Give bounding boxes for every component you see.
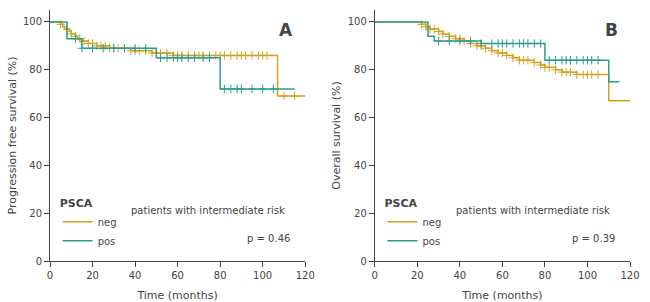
svg-text:neg: neg xyxy=(98,217,117,228)
svg-text:60: 60 xyxy=(354,112,367,123)
svg-text:PSCA: PSCA xyxy=(384,197,417,210)
svg-text:Time (months): Time (months) xyxy=(136,289,217,302)
svg-text:80: 80 xyxy=(214,270,227,281)
svg-text:patients with intermediate ris: patients with intermediate risk xyxy=(131,205,285,216)
svg-text:p = 0.39: p = 0.39 xyxy=(572,233,615,244)
svg-text:0: 0 xyxy=(36,256,42,267)
svg-text:40: 40 xyxy=(29,160,42,171)
svg-text:100: 100 xyxy=(253,270,272,281)
svg-text:B: B xyxy=(605,20,618,40)
svg-text:PSCA: PSCA xyxy=(60,197,93,210)
svg-text:Progression free survival (%): Progression free survival (%) xyxy=(6,56,19,214)
svg-text:20: 20 xyxy=(86,270,99,281)
svg-text:40: 40 xyxy=(354,160,367,171)
svg-text:60: 60 xyxy=(496,270,509,281)
svg-text:100: 100 xyxy=(348,16,367,27)
svg-text:60: 60 xyxy=(29,112,42,123)
svg-text:0: 0 xyxy=(47,270,53,281)
svg-text:60: 60 xyxy=(171,270,184,281)
svg-text:120: 120 xyxy=(620,270,639,281)
svg-text:20: 20 xyxy=(29,208,42,219)
svg-text:0: 0 xyxy=(372,270,378,281)
svg-text:80: 80 xyxy=(29,64,42,75)
svg-text:Overall survival (%): Overall survival (%) xyxy=(330,81,343,189)
svg-text:Time (months): Time (months) xyxy=(461,289,542,302)
svg-text:20: 20 xyxy=(354,208,367,219)
svg-text:100: 100 xyxy=(578,270,597,281)
svg-text:pos: pos xyxy=(422,236,440,247)
svg-text:40: 40 xyxy=(129,270,142,281)
svg-text:A: A xyxy=(279,20,293,40)
svg-text:pos: pos xyxy=(98,236,116,247)
svg-text:neg: neg xyxy=(422,217,441,228)
svg-text:80: 80 xyxy=(354,64,367,75)
svg-text:0: 0 xyxy=(360,256,366,267)
svg-text:patients with intermediate ris: patients with intermediate risk xyxy=(456,205,610,216)
svg-text:100: 100 xyxy=(23,16,42,27)
svg-text:40: 40 xyxy=(454,270,467,281)
svg-text:80: 80 xyxy=(539,270,552,281)
svg-text:20: 20 xyxy=(411,270,424,281)
svg-text:120: 120 xyxy=(296,270,315,281)
svg-text:p = 0.46: p = 0.46 xyxy=(247,233,290,244)
